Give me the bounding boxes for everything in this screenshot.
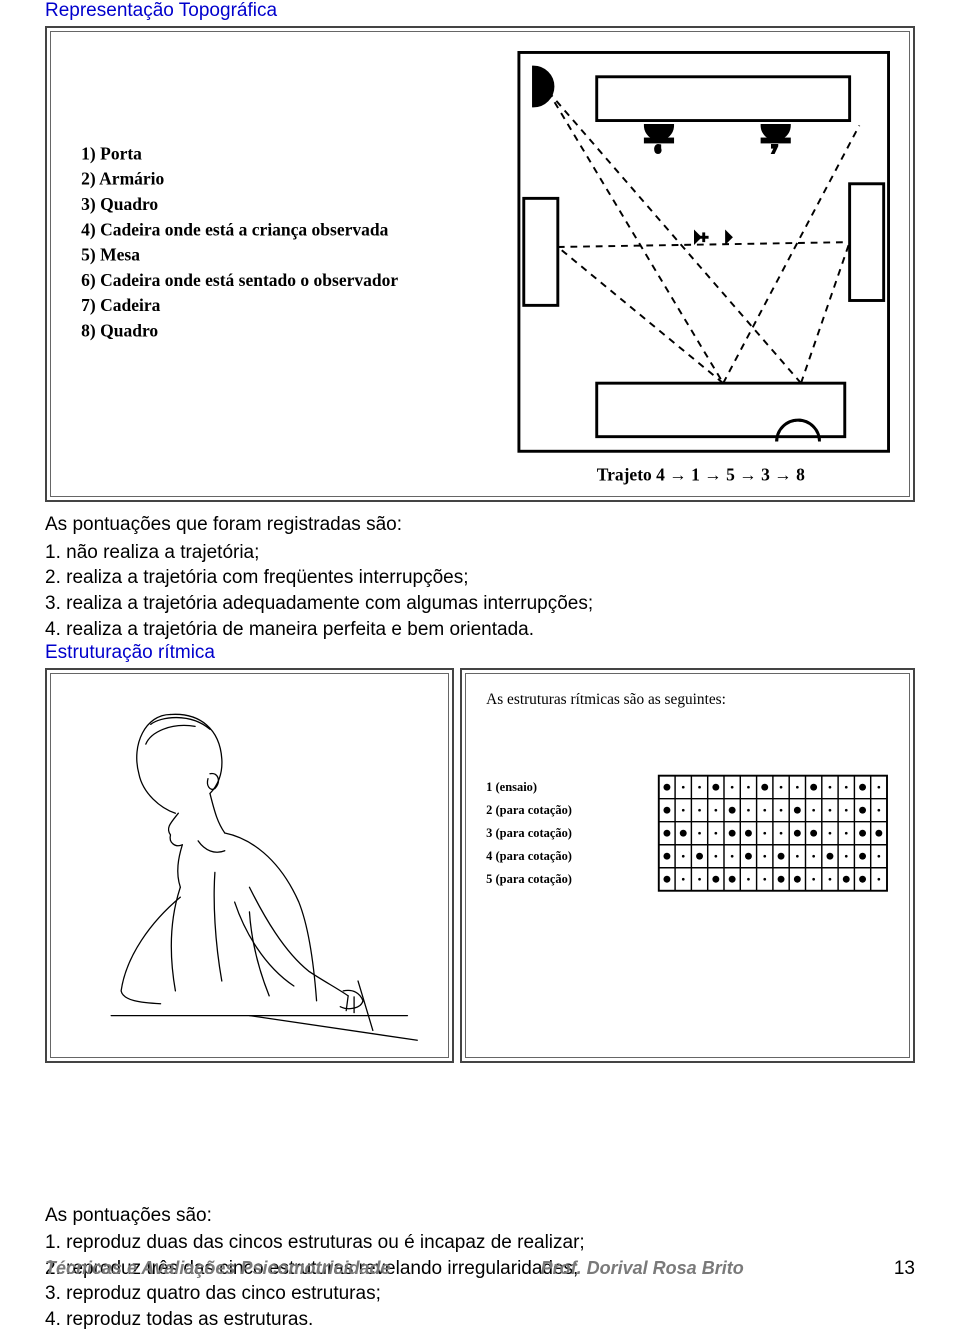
heading-ritmica: Estruturação rítmica xyxy=(45,642,915,664)
svg-text:3 (para cotação): 3 (para cotação) xyxy=(486,826,572,840)
heading-topografica: Representação Topográfica xyxy=(45,0,915,22)
scoring-ritmica-item-4: 4. reproduz todas as estruturas. xyxy=(45,1307,915,1333)
page-footer: Técnicas e Avaliações Psicomotricidade P… xyxy=(45,1258,915,1280)
svg-text:6) Cadeira onde está sentado o: 6) Cadeira onde está sentado o observado… xyxy=(81,270,398,290)
footer-center: Prof. Dorival Rosa Brito xyxy=(541,1258,744,1280)
scoring-topografica-item-2: 2. realiza a trajetória com freqüentes i… xyxy=(45,565,915,591)
scoring-ritmica-list: 1. reproduz duas das cincos estruturas o… xyxy=(45,1230,915,1333)
ritmica-right-frame: As estruturas rítmicas são as seguintes:… xyxy=(460,668,915,1062)
rhythm-structures-svg: As estruturas rítmicas são as seguintes:… xyxy=(467,675,908,982)
svg-text:2 (para cotação): 2 (para cotação) xyxy=(486,803,572,817)
svg-text:6: 6 xyxy=(655,144,661,156)
svg-text:7: 7 xyxy=(772,144,778,156)
scoring-ritmica-item-1: 1. reproduz duas das cincos estruturas o… xyxy=(45,1230,915,1256)
svg-text:4 (para cotação): 4 (para cotação) xyxy=(486,849,572,863)
svg-text:8) Quadro: 8) Quadro xyxy=(81,320,158,340)
child-drawing-svg xyxy=(52,675,447,1050)
ritmica-row: As estruturas rítmicas são as seguintes:… xyxy=(45,668,915,1062)
scoring-topografica-item-3: 3. realiza a trajetória adequadamente co… xyxy=(45,591,915,617)
svg-text:4) Cadeira onde está a criança: 4) Cadeira onde está a criança observada xyxy=(81,219,388,239)
svg-text:7) Cadeira: 7) Cadeira xyxy=(81,295,160,315)
svg-text:3) Quadro: 3) Quadro xyxy=(81,194,158,214)
footer-left: Técnicas e Avaliações Psicomotricidade xyxy=(45,1258,391,1280)
scoring-topografica-item-4: 4. realiza a trajetória de maneira perfe… xyxy=(45,617,915,643)
svg-text:5 (para cotação): 5 (para cotação) xyxy=(486,872,572,886)
scoring-topografica-intro: As pontuações que foram registradas são: xyxy=(45,512,915,538)
scoring-topografica-list: 1. não realiza a trajetória;2. realiza a… xyxy=(45,540,915,643)
diagram-topografica-inner: 1) Porta 2) Armário 3) Quadro 4) Cadeira on… xyxy=(50,31,910,497)
svg-text:As estruturas rítmicas são as: As estruturas rítmicas são as seguintes: xyxy=(486,691,726,708)
svg-text:Trajeto 4 → 1 → 5 → 3 → 8: Trajeto 4 → 1 → 5 → 3 → 8 xyxy=(597,464,805,484)
scoring-ritmica-item-3: 3. reproduz quatro das cinco estruturas; xyxy=(45,1281,915,1307)
svg-text:5) Mesa: 5) Mesa xyxy=(81,245,140,265)
diagram-topografica-svg: 1) Porta 2) Armário 3) Quadro 4) Cadeira on… xyxy=(52,33,908,490)
diagram-topografica-frame: 1) Porta 2) Armário 3) Quadro 4) Cadeira on… xyxy=(45,26,915,502)
scoring-ritmica-intro: As pontuações são: xyxy=(45,1203,915,1229)
scoring-topografica-item-1: 1. não realiza a trajetória; xyxy=(45,540,915,566)
svg-text:1 (ensaio): 1 (ensaio) xyxy=(486,780,537,794)
footer-page-number: 13 xyxy=(894,1258,915,1280)
svg-text:1) Porta: 1) Porta xyxy=(81,143,142,163)
ritmica-left-frame xyxy=(45,668,454,1062)
svg-text:2) Armário: 2) Armário xyxy=(81,169,164,189)
